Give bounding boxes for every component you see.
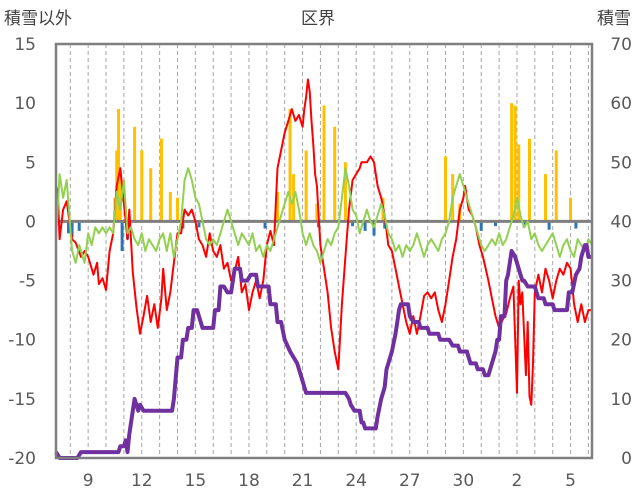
- bar: [574, 221, 578, 229]
- plot-frame: [54, 42, 594, 460]
- y-tick-label-left: -10: [8, 331, 36, 351]
- bar: [276, 191, 280, 222]
- x-tick-label: 12: [131, 471, 153, 491]
- bar: [120, 221, 124, 251]
- y-tick-label-left: 0: [25, 212, 36, 232]
- bar: [140, 150, 144, 222]
- right-axis-ticks: 70 60 50 40 30 20 10 0: [610, 35, 632, 469]
- x-tick-label: 24: [345, 471, 367, 491]
- bar: [77, 221, 81, 231]
- bar: [527, 138, 531, 222]
- y-tick-label-right: 0: [621, 449, 632, 469]
- bar: [304, 150, 308, 222]
- y-tick-label-right: 20: [610, 331, 632, 351]
- bar: [544, 174, 548, 222]
- bar: [168, 191, 172, 222]
- y-tick-label-left: 10: [14, 94, 36, 114]
- bar: [554, 150, 558, 222]
- bar: [118, 174, 122, 222]
- bar: [149, 168, 153, 222]
- series-line: [54, 243, 592, 460]
- series-line: [55, 167, 593, 264]
- bar: [263, 221, 267, 229]
- bar: [372, 221, 376, 236]
- y-tick-label-right: 30: [610, 272, 632, 292]
- x-axis-ticks: 9 12 15 18 21 24 27 30 2 5: [83, 471, 576, 491]
- series-line: [55, 78, 592, 406]
- bar: [70, 221, 74, 237]
- bar: [363, 221, 367, 231]
- bar: [513, 105, 517, 222]
- bar: [351, 221, 355, 227]
- x-tick-label: 9: [83, 471, 94, 491]
- x-tick-label: 5: [565, 471, 576, 491]
- y-tick-label-right: 40: [610, 212, 632, 232]
- bar: [333, 126, 337, 222]
- bar: [343, 162, 347, 222]
- right-axis-title: 積雪: [597, 9, 631, 29]
- bar: [479, 221, 483, 231]
- bar: [443, 156, 447, 222]
- bar: [322, 105, 326, 222]
- bar: [383, 221, 387, 229]
- x-tick-label: 30: [453, 471, 475, 491]
- y-tick-label-right: 50: [610, 153, 632, 173]
- x-tick-label: 21: [292, 471, 314, 491]
- bar: [494, 221, 498, 227]
- bar: [510, 103, 514, 222]
- y-tick-label-right: 60: [610, 94, 632, 114]
- bar: [315, 203, 319, 222]
- bar: [569, 197, 573, 222]
- y-tick-label-left: -5: [19, 272, 36, 292]
- y-tick-label-left: -15: [8, 390, 36, 410]
- y-tick-label-left: 15: [14, 35, 36, 55]
- line-series: [54, 78, 593, 460]
- y-tick-label-left: -20: [8, 449, 36, 469]
- bar: [517, 144, 521, 222]
- x-tick-label: 18: [238, 471, 260, 491]
- bar: [197, 221, 201, 228]
- bar: [117, 109, 121, 222]
- bar: [67, 221, 71, 234]
- y-tick-label-right: 70: [610, 35, 632, 55]
- y-tick-label-right: 10: [610, 390, 632, 410]
- bar: [133, 126, 137, 222]
- bar: [288, 109, 292, 222]
- x-tick-label: 27: [399, 471, 421, 491]
- y-tick-label-left: 5: [25, 153, 36, 173]
- chart-title: 区界: [301, 9, 335, 29]
- bar-series: [67, 103, 578, 251]
- bar: [547, 221, 551, 230]
- bar: [159, 138, 163, 222]
- x-tick-label: 2: [512, 471, 523, 491]
- x-tick-label: 15: [185, 471, 207, 491]
- left-axis-ticks: 15 10 5 0 -5 -10 -15 -20: [8, 35, 36, 469]
- bar: [175, 197, 179, 222]
- left-axis-title: 積雪以外: [4, 9, 72, 29]
